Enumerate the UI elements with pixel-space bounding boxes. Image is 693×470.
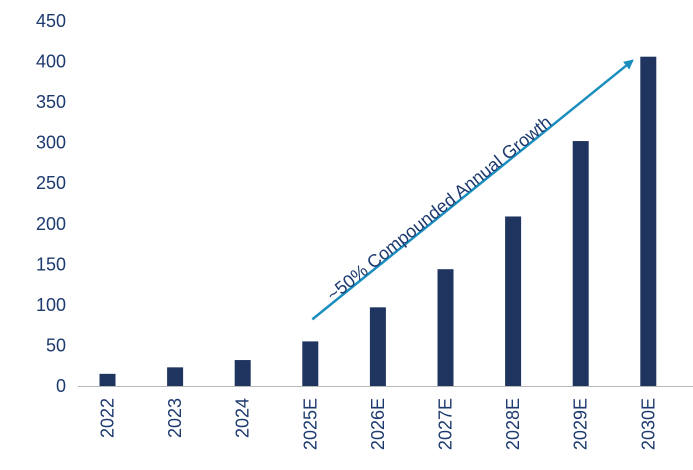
y-tick-label: 300 bbox=[36, 133, 66, 153]
bar-2029e bbox=[573, 141, 589, 386]
bar-2025e bbox=[302, 341, 318, 386]
bar-2026e bbox=[370, 307, 386, 386]
x-tick-label: 2025E bbox=[300, 398, 320, 450]
bar-2023 bbox=[167, 367, 183, 386]
y-tick-label: 100 bbox=[36, 295, 66, 315]
bar-2027e bbox=[438, 269, 454, 386]
y-tick-label: 250 bbox=[36, 173, 66, 193]
y-tick-label: 0 bbox=[56, 376, 66, 396]
y-tick-label: 350 bbox=[36, 92, 66, 112]
y-tick-label: 200 bbox=[36, 214, 66, 234]
bar-2028e bbox=[505, 216, 521, 386]
y-axis-tick-labels: 0 50 100 150 200 250 300 350 400 450 bbox=[36, 11, 66, 396]
x-axis-tick-labels: 2022 2023 2024 2025E 2026E 2027E 2028E 2029E 203… bbox=[98, 398, 659, 450]
bar-2030e bbox=[640, 57, 656, 386]
y-tick-label: 150 bbox=[36, 254, 66, 274]
bars bbox=[100, 57, 657, 386]
x-tick-label: 2029E bbox=[571, 398, 591, 450]
x-tick-label: 2026E bbox=[368, 398, 388, 450]
y-tick-label: 400 bbox=[36, 52, 66, 72]
x-tick-label: 2024 bbox=[233, 398, 253, 438]
y-tick-label: 450 bbox=[36, 11, 66, 31]
x-tick-label: 2027E bbox=[436, 398, 456, 450]
x-tick-label: 2030E bbox=[638, 398, 658, 450]
x-tick-label: 2028E bbox=[503, 398, 523, 450]
bar-2024 bbox=[235, 360, 251, 386]
bar-2022 bbox=[100, 374, 116, 386]
y-tick-label: 50 bbox=[46, 335, 66, 355]
x-tick-label: 2023 bbox=[165, 398, 185, 438]
x-tick-label: 2022 bbox=[98, 398, 118, 438]
